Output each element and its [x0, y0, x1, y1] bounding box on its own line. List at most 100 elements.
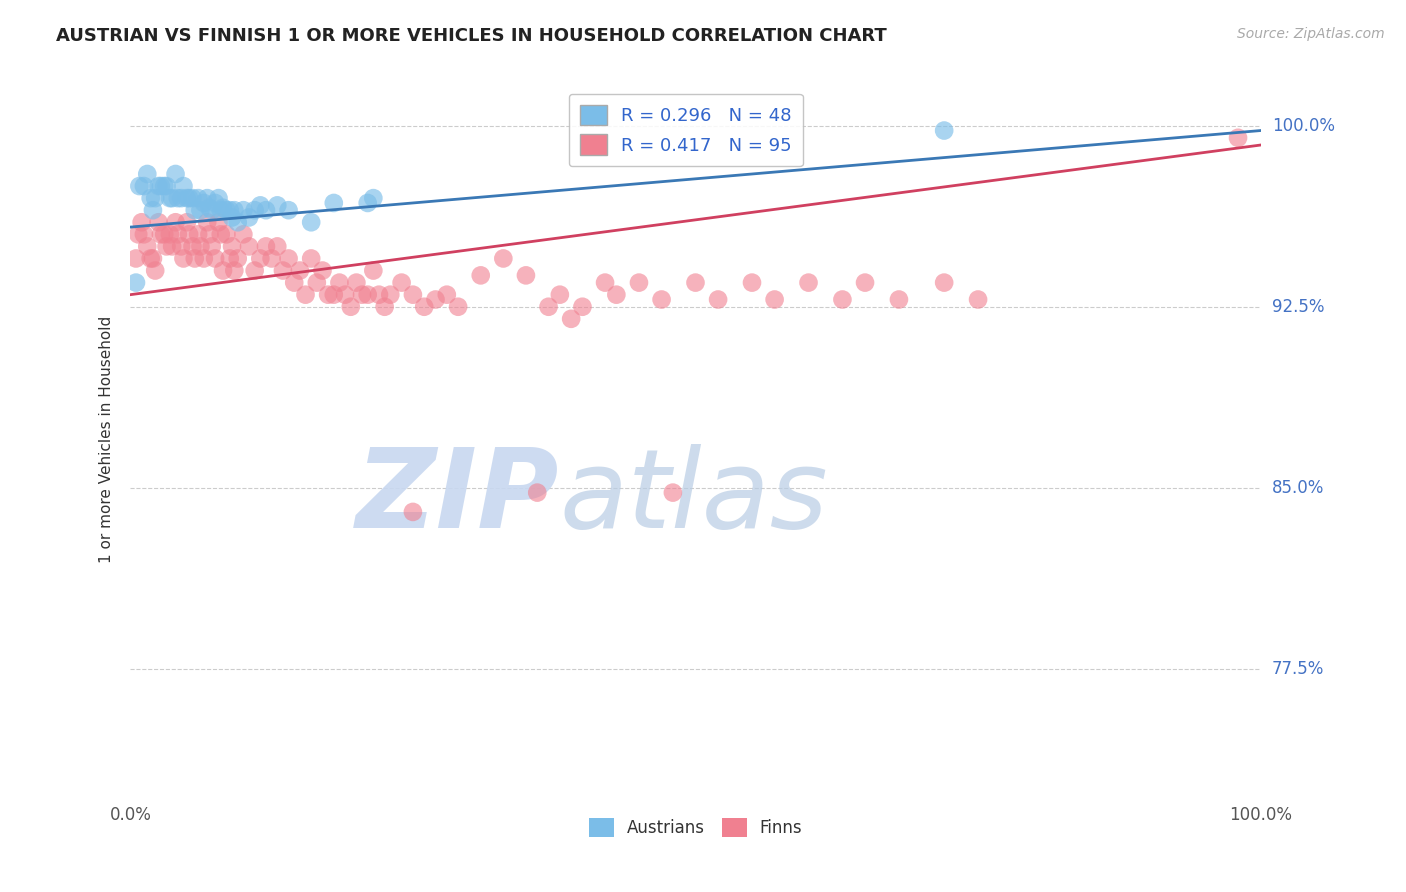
- Point: [232, 203, 254, 218]
- Point: [139, 191, 162, 205]
- Point: [425, 293, 447, 307]
- Point: [125, 252, 148, 266]
- Point: [853, 276, 876, 290]
- Y-axis label: 1 or more Vehicles in Household: 1 or more Vehicles in Household: [100, 316, 114, 563]
- Point: [685, 276, 707, 290]
- Point: [153, 227, 176, 242]
- Point: [136, 167, 159, 181]
- Point: [179, 191, 201, 205]
- Point: [193, 252, 215, 266]
- Point: [339, 300, 361, 314]
- Point: [593, 276, 616, 290]
- Point: [797, 276, 820, 290]
- Point: [221, 239, 243, 253]
- Point: [142, 203, 165, 218]
- Point: [179, 227, 201, 242]
- Point: [187, 191, 209, 205]
- Point: [243, 263, 266, 277]
- Text: 85.0%: 85.0%: [1272, 479, 1324, 497]
- Point: [560, 311, 582, 326]
- Point: [125, 276, 148, 290]
- Point: [172, 252, 194, 266]
- Point: [470, 268, 492, 283]
- Point: [243, 203, 266, 218]
- Point: [201, 239, 224, 253]
- Point: [537, 300, 560, 314]
- Point: [212, 201, 235, 215]
- Text: AUSTRIAN VS FINNISH 1 OR MORE VEHICLES IN HOUSEHOLD CORRELATION CHART: AUSTRIAN VS FINNISH 1 OR MORE VEHICLES I…: [56, 27, 887, 45]
- Point: [148, 179, 170, 194]
- Point: [181, 239, 204, 253]
- Point: [662, 485, 685, 500]
- Point: [131, 215, 153, 229]
- Point: [363, 263, 385, 277]
- Point: [763, 293, 786, 307]
- Point: [333, 287, 356, 301]
- Point: [357, 287, 380, 301]
- Point: [159, 227, 181, 242]
- Point: [627, 276, 650, 290]
- Text: 100.0%: 100.0%: [1272, 117, 1334, 135]
- Point: [160, 191, 183, 205]
- Point: [831, 293, 853, 307]
- Point: [357, 196, 380, 211]
- Point: [155, 239, 177, 253]
- Point: [207, 215, 229, 229]
- Point: [271, 263, 294, 277]
- Point: [368, 287, 391, 301]
- Point: [402, 505, 425, 519]
- Text: ZIP: ZIP: [356, 444, 560, 551]
- Point: [218, 252, 240, 266]
- Point: [254, 203, 277, 218]
- Point: [166, 227, 188, 242]
- Text: 92.5%: 92.5%: [1272, 298, 1324, 316]
- Point: [316, 287, 339, 301]
- Point: [215, 203, 238, 218]
- Point: [299, 252, 322, 266]
- Point: [218, 203, 240, 218]
- Text: 77.5%: 77.5%: [1272, 660, 1324, 678]
- Point: [128, 179, 150, 194]
- Point: [363, 191, 385, 205]
- Text: Source: ZipAtlas.com: Source: ZipAtlas.com: [1237, 27, 1385, 41]
- Point: [148, 215, 170, 229]
- Point: [184, 203, 207, 218]
- Point: [166, 191, 188, 205]
- Point: [142, 252, 165, 266]
- Point: [190, 203, 212, 218]
- Point: [155, 179, 177, 194]
- Point: [288, 263, 311, 277]
- Point: [198, 201, 221, 215]
- Point: [187, 227, 209, 242]
- Point: [143, 191, 166, 205]
- Point: [374, 300, 396, 314]
- Point: [515, 268, 537, 283]
- Point: [190, 239, 212, 253]
- Point: [165, 215, 187, 229]
- Point: [277, 203, 299, 218]
- Point: [172, 179, 194, 194]
- Point: [224, 203, 246, 218]
- Point: [967, 293, 990, 307]
- Point: [193, 196, 215, 211]
- Point: [201, 203, 224, 218]
- Point: [204, 252, 226, 266]
- Point: [181, 191, 204, 205]
- Point: [322, 196, 344, 211]
- Point: [707, 293, 730, 307]
- Point: [212, 263, 235, 277]
- Point: [492, 252, 515, 266]
- Point: [160, 239, 183, 253]
- Point: [195, 191, 218, 205]
- Point: [651, 293, 673, 307]
- Point: [165, 167, 187, 181]
- Point: [254, 239, 277, 253]
- Point: [294, 287, 316, 301]
- Point: [127, 227, 149, 242]
- Point: [305, 276, 328, 290]
- Point: [344, 276, 367, 290]
- Point: [226, 252, 249, 266]
- Point: [204, 196, 226, 211]
- Legend: Austrians, Finns: Austrians, Finns: [582, 812, 808, 844]
- Point: [238, 211, 260, 225]
